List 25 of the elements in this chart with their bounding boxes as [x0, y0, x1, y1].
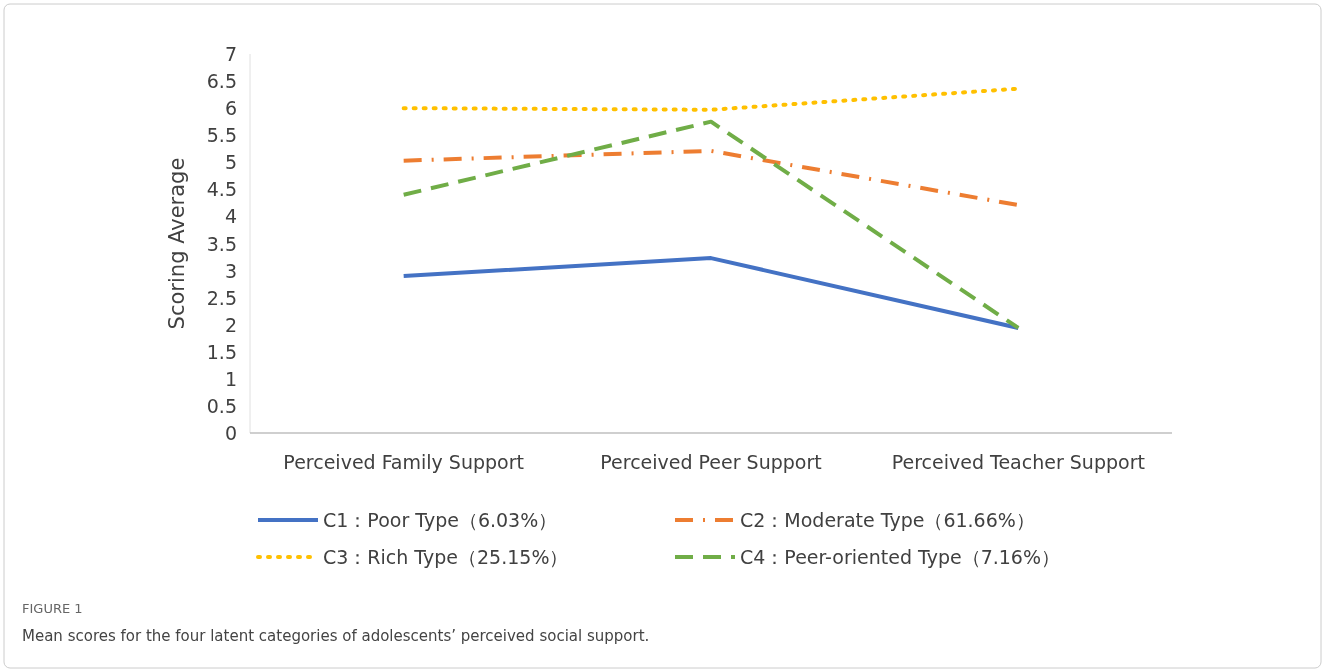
legend-label: C1：Poor Type（6.03%） — [323, 509, 558, 531]
caption: FIGURE 1 — [22, 601, 83, 616]
x-tick-label: Perceived Peer Support — [600, 451, 822, 473]
y-axis-title: Scoring Average — [165, 157, 189, 330]
y-tick-label: 1 — [224, 367, 237, 390]
y-tick-label: 7 — [224, 43, 237, 65]
text: Mean scores for the four latent categories of adolescents’ perceived social support. — [22, 627, 650, 645]
y-tick-label: 5.5 — [206, 124, 237, 147]
y-tick-label: 0.5 — [206, 394, 237, 417]
y-tick-label: 6.5 — [206, 70, 237, 93]
y-tick-label: 5 — [224, 151, 237, 174]
y-tick-label: 2 — [224, 313, 237, 336]
x-tick-label: Perceived Teacher Support — [891, 451, 1145, 473]
y-tick-label: 4.5 — [206, 178, 237, 201]
y-tick-label: 0 — [224, 422, 237, 444]
y-tick-label: 3 — [224, 259, 237, 282]
legend-label: C2：Moderate Type（61.66%） — [740, 509, 1035, 531]
x-tick-label: Perceived Family Support — [283, 451, 524, 473]
legend-label: C4：Peer-oriented Type（7.16%） — [740, 546, 1061, 568]
legend-label: C3：Rich Type（25.15%） — [323, 546, 569, 568]
y-tick-label: 4 — [224, 205, 237, 228]
y-tick-label: 3.5 — [206, 232, 237, 255]
y-tick-label: 1.5 — [206, 340, 237, 363]
y-tick-label: 2.5 — [206, 286, 237, 309]
y-tick-label: 6 — [224, 97, 237, 120]
